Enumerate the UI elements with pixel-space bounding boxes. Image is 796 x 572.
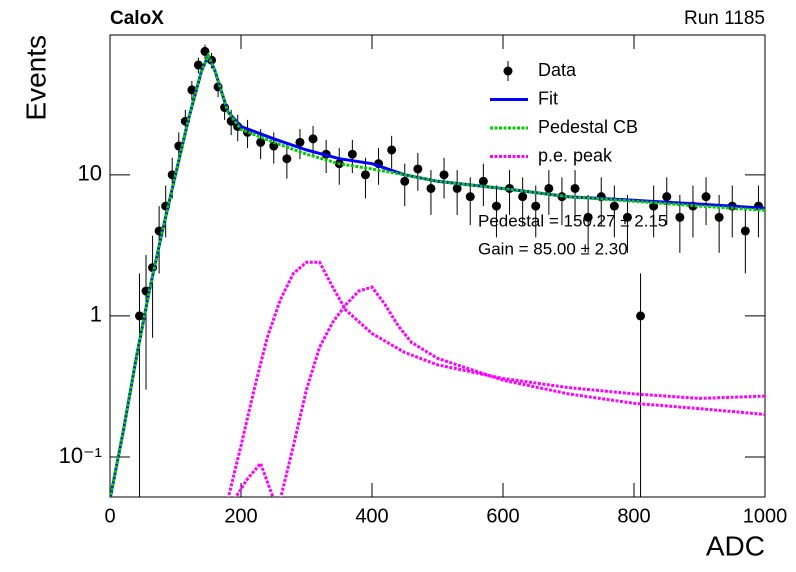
data-point <box>426 183 436 193</box>
data-point <box>662 192 672 202</box>
data-point <box>583 212 593 222</box>
data-point <box>413 164 423 174</box>
data-point <box>187 85 197 95</box>
legend-label: Fit <box>538 88 558 108</box>
x-tick-label: 0 <box>104 505 115 527</box>
data-point <box>360 170 370 180</box>
x-tick-label: 200 <box>224 505 257 527</box>
x-tick-label: 600 <box>486 505 519 527</box>
data-point <box>295 137 305 147</box>
fit-line <box>226 260 765 497</box>
y-tick-label: 10 <box>78 161 102 186</box>
data-point <box>400 176 410 186</box>
data-point <box>570 183 580 193</box>
data-point <box>531 201 541 211</box>
data-point <box>609 201 619 211</box>
data-point <box>282 154 292 164</box>
x-axis-label: ADC <box>706 530 765 561</box>
data-point <box>452 183 462 193</box>
y-axis-label: Events <box>20 35 51 121</box>
x-tick-label: 800 <box>617 505 650 527</box>
plot-frame <box>109 34 766 498</box>
data-point <box>134 311 144 321</box>
annotation: Pedestal = 150.27 ± 2.15 <box>478 211 667 230</box>
legend-label: Data <box>538 60 577 80</box>
data-point <box>308 134 318 144</box>
data-point <box>518 192 528 202</box>
y-tick-label: 1 <box>90 302 102 327</box>
fit-line <box>234 460 275 497</box>
data-point <box>200 46 210 56</box>
plot-area <box>110 44 765 497</box>
fit-line <box>110 51 765 497</box>
data-point <box>714 212 724 222</box>
y-tick-label: 10⁻¹ <box>59 443 102 468</box>
data-point <box>740 226 750 236</box>
data-point <box>544 183 554 193</box>
data-point <box>256 137 266 147</box>
data-point <box>193 60 203 70</box>
chart-subtitle: Run 1185 <box>684 8 765 29</box>
data-point <box>491 201 501 211</box>
data-point <box>347 149 357 159</box>
annotation: Gain = 85.00 ± 2.30 <box>478 239 628 258</box>
data-point <box>622 212 632 222</box>
chart-title: CaloX <box>110 8 164 29</box>
data-point <box>387 145 397 155</box>
data-point <box>465 192 475 202</box>
legend-symbol <box>503 66 513 76</box>
data-point <box>439 170 449 180</box>
data-point <box>675 212 685 222</box>
legend-label: p.e. peak <box>538 145 613 165</box>
data-point <box>701 192 711 202</box>
x-tick-label: 400 <box>355 505 388 527</box>
legend-label: Pedestal CB <box>538 117 638 137</box>
data-point <box>478 176 488 186</box>
x-tick-label: 1000 <box>743 505 788 527</box>
data-point <box>636 311 646 321</box>
fit-line <box>279 285 765 497</box>
